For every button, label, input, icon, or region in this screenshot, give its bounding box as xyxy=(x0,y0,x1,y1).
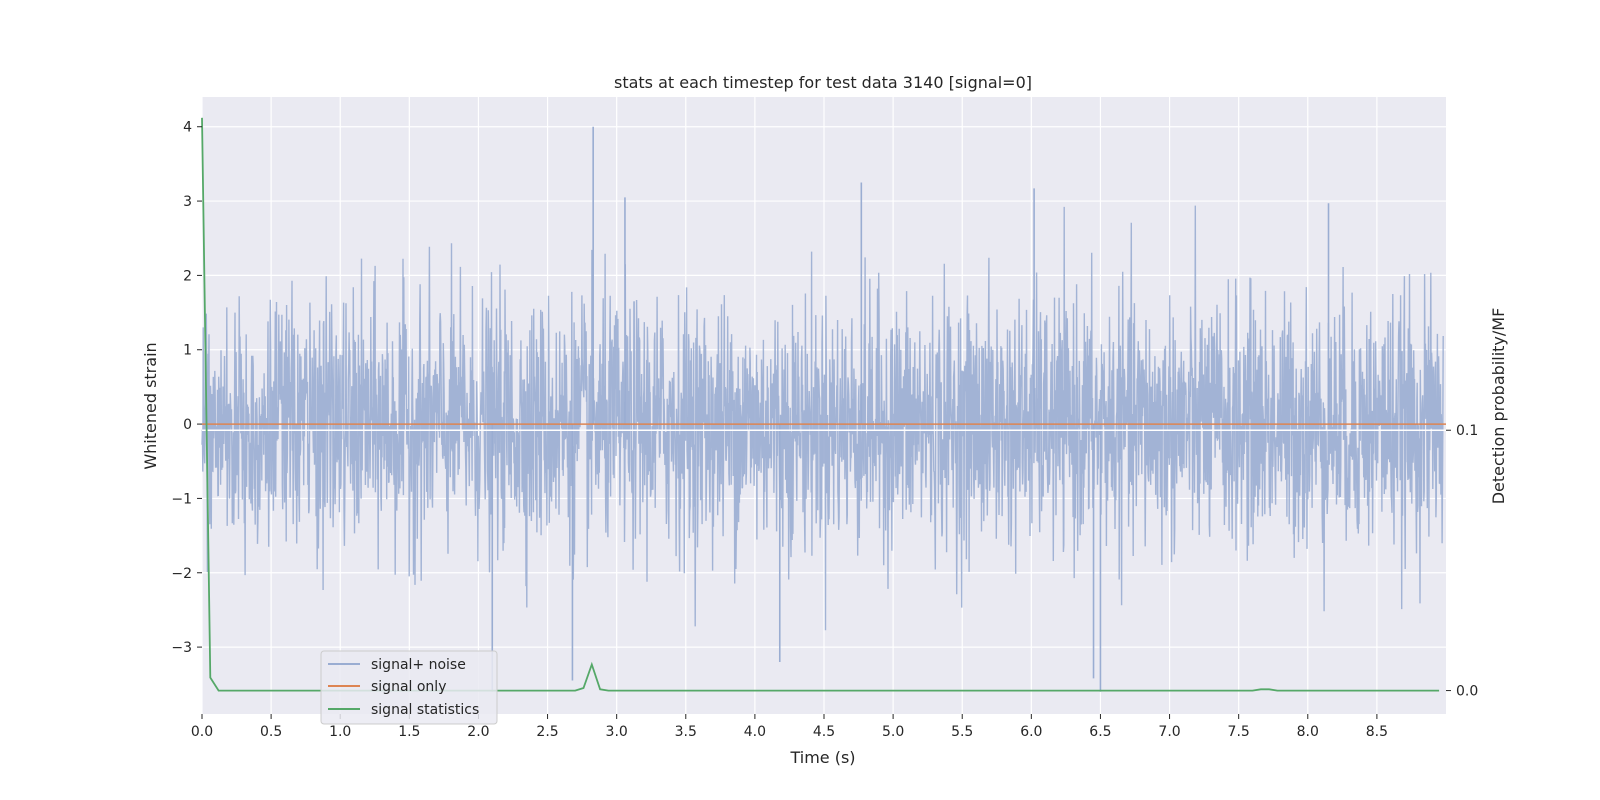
x-tick-label: 2.5 xyxy=(536,724,558,740)
y2-axis-title: Detection probability/MF xyxy=(1489,308,1508,505)
x-tick-label: 6.0 xyxy=(1020,724,1042,740)
chart-title: stats at each timestep for test data 314… xyxy=(614,73,1032,92)
signal-noise-series xyxy=(201,126,1444,692)
x-tick-label: 4.0 xyxy=(744,724,766,740)
x-tick-label: 0.0 xyxy=(191,724,213,740)
y-tick-label: −1 xyxy=(171,491,192,507)
x-tick-label: 5.5 xyxy=(951,724,973,740)
legend-label-signal-statistics: signal statistics xyxy=(371,702,479,718)
legend-label-signal-noise: signal+ noise xyxy=(371,657,466,673)
axis-labels: 0.0 0.5 1.0 1.5 2.0 2.5 3.0 3.5 4.0 4.5 5.0 5.5 6.0 6… xyxy=(171,120,1478,740)
x-tick-label: 1.0 xyxy=(329,724,351,740)
signal-statistics-line xyxy=(201,117,1440,692)
x-tick-label: 7.0 xyxy=(1158,724,1180,740)
signal-noise-trace xyxy=(201,205,1444,631)
x-tick-label: 8.5 xyxy=(1366,724,1388,740)
x-tick-label: 5.0 xyxy=(882,724,904,740)
x-tick-label: 3.0 xyxy=(606,724,628,740)
y-tick-label: −3 xyxy=(171,640,192,656)
x-tick-label: 0.5 xyxy=(260,724,282,740)
x-axis-title: Time (s) xyxy=(789,748,855,767)
y-axis-title: Whitened strain xyxy=(141,342,160,469)
y-tick-label: 0 xyxy=(183,417,192,433)
y-tick-label: 4 xyxy=(183,120,192,136)
legend-label-signal-only: signal only xyxy=(371,679,446,695)
x-tick-label: 2.0 xyxy=(467,724,489,740)
x-tick-label: 7.5 xyxy=(1228,724,1250,740)
x-tick-label: 8.0 xyxy=(1297,724,1319,740)
y2-tick-label: 0.1 xyxy=(1456,423,1478,439)
x-tick-label: 4.5 xyxy=(813,724,835,740)
y-tick-label: −2 xyxy=(171,566,192,582)
y-tick-label: 1 xyxy=(183,343,192,359)
line-series xyxy=(201,117,1446,692)
y2-tick-label: 0.0 xyxy=(1456,684,1478,700)
x-tick-label: 6.5 xyxy=(1089,724,1111,740)
legend-box xyxy=(320,650,498,725)
y-tick-label: 2 xyxy=(183,268,192,284)
y-tick-label: 3 xyxy=(183,194,192,210)
x-tick-label: 3.5 xyxy=(675,724,697,740)
x-tick-label: 1.5 xyxy=(398,724,420,740)
legend: signal+ noise signal only signal statist… xyxy=(320,650,498,725)
